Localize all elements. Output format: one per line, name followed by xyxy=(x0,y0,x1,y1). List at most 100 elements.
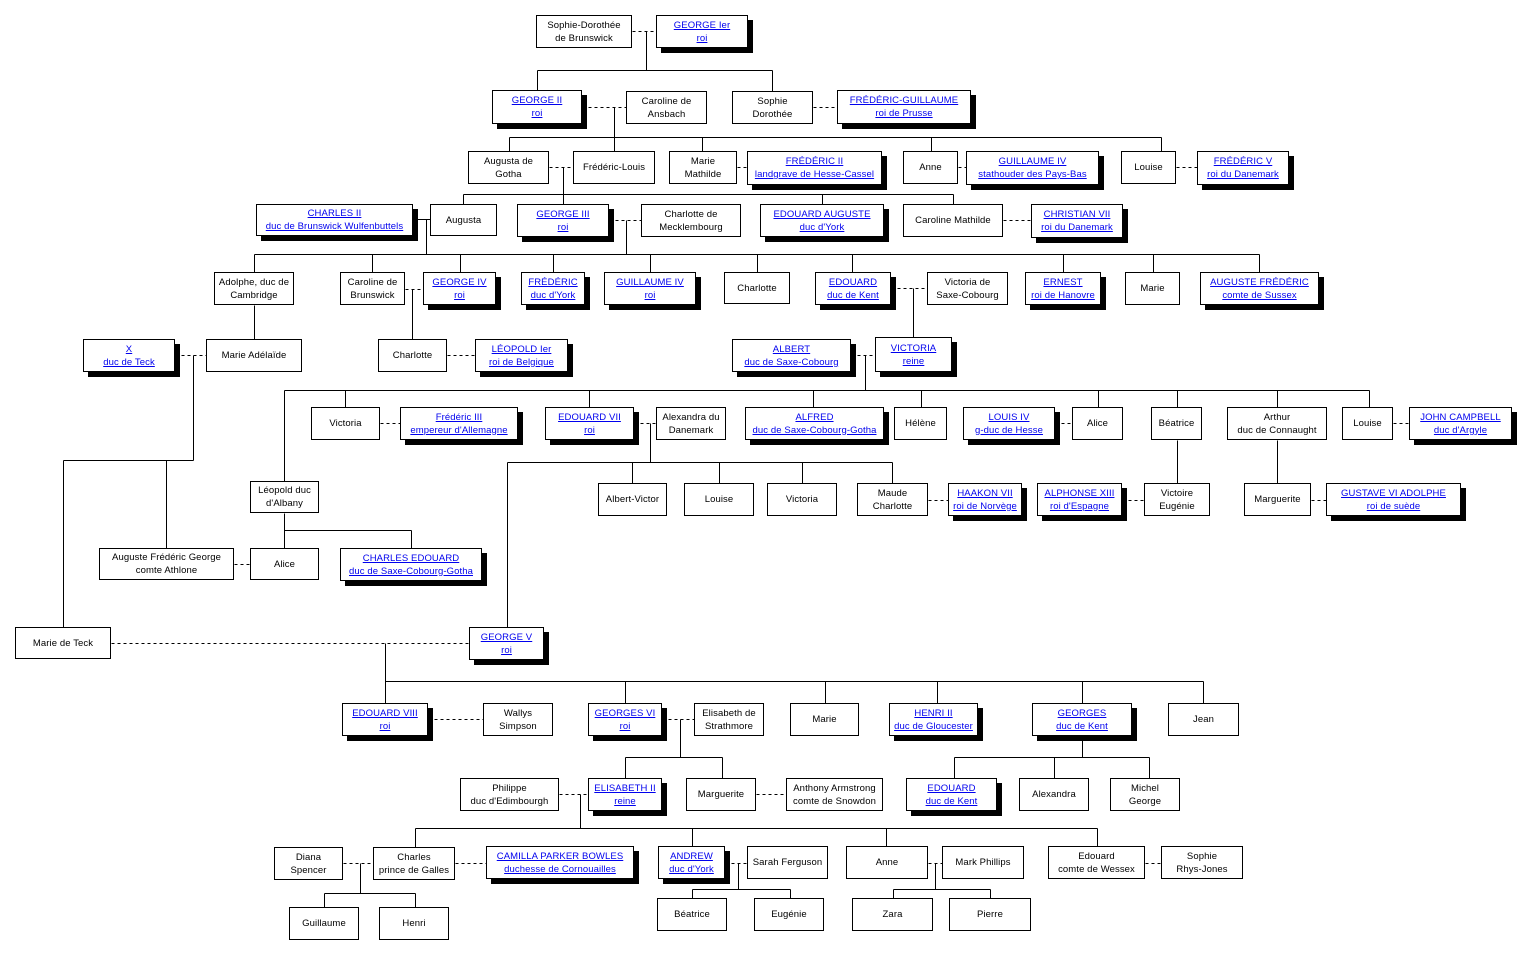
person-box-f5[interactable]: FRÉDÉRIC V roi du Danemark xyxy=(1197,151,1289,185)
person-title-link[interactable]: duc de Saxe-Cobourg xyxy=(744,356,839,368)
person-title-link[interactable]: duc de Teck xyxy=(103,356,155,368)
person-title-link[interactable]: roi xyxy=(644,289,656,301)
person-box-fy[interactable]: FRÉDÉRIC duc d'York xyxy=(521,272,585,305)
person-name-link[interactable]: HAAKON VII xyxy=(957,487,1013,499)
person-box-l4[interactable]: LOUIS IV g-duc de Hesse xyxy=(963,407,1055,440)
person-name-link[interactable]: GEORGE V xyxy=(480,631,533,643)
person-name-link[interactable]: ALPHONSE XIII xyxy=(1044,487,1115,499)
person-box-g3[interactable]: GEORGE III roi xyxy=(517,204,609,237)
person-title-link[interactable]: roi du Danemark xyxy=(1041,222,1113,233)
person-box-ekent[interactable]: EDOUARD duc de Kent xyxy=(906,778,997,811)
person-name-link[interactable]: EDOUARD AUGUSTE xyxy=(773,208,871,220)
person-name-link[interactable]: FRÉDÉRIC II xyxy=(785,156,844,167)
person-name-link[interactable]: LÉOPOLD Ier xyxy=(491,343,552,355)
person-name-link[interactable]: ALBERT xyxy=(772,343,811,355)
person-name-link[interactable]: ERNEST xyxy=(1043,276,1083,288)
person-name-link[interactable]: GEORGE III xyxy=(536,208,590,220)
person-title-link[interactable]: roi xyxy=(584,424,595,436)
person-box-h7[interactable]: HAAKON VII roi de Norvège xyxy=(948,483,1022,516)
person-box-vic[interactable]: VICTORIA reine xyxy=(875,337,952,372)
person-box-ek[interactable]: EDOUARD duc de Kent xyxy=(815,272,891,305)
person-name-link[interactable]: EDOUARD VII xyxy=(558,411,621,423)
person-title-link[interactable]: roi du Danemark xyxy=(1207,169,1279,180)
person-name-link[interactable]: ALFRED xyxy=(795,411,834,423)
person-box-g4b[interactable]: GUILLAUME IV roi xyxy=(604,272,696,305)
person-name-link[interactable]: EDOUARD VIII xyxy=(352,707,418,719)
person-title-link[interactable]: duchesse de Cornouailles xyxy=(504,863,616,875)
person-title-link[interactable]: duc de Kent xyxy=(1056,720,1108,732)
person-box-f3[interactable]: Frédéric III empereur d'Allemagne xyxy=(400,407,518,440)
person-title-link[interactable]: roi de Prusse xyxy=(875,108,933,119)
person-name-link[interactable]: GEORGES xyxy=(1057,707,1107,719)
person-title-link[interactable]: comte de Sussex xyxy=(1222,289,1297,301)
person-name-link[interactable]: CHARLES EDOUARD xyxy=(362,552,460,564)
person-title-link[interactable]: duc de Brunswick Wulfenbuttels xyxy=(265,221,404,232)
person-box-a13[interactable]: ALPHONSE XIII roi d'Espagne xyxy=(1037,483,1122,516)
person-title-link[interactable]: reine xyxy=(614,795,636,807)
person-name-link[interactable]: JOHN CAMPBELL xyxy=(1420,411,1501,423)
person-name-link[interactable]: FRÉDÉRIC V xyxy=(1213,156,1273,167)
person-box-leo[interactable]: LÉOPOLD Ier roi de Belgique xyxy=(475,339,568,372)
person-box-er[interactable]: ERNEST roi de Hanovre xyxy=(1025,272,1101,305)
person-title-link[interactable]: roi xyxy=(696,32,708,44)
person-title-link[interactable]: roi xyxy=(454,289,465,301)
person-title-link[interactable]: roi de Norvège xyxy=(953,500,1017,512)
person-box-g4o[interactable]: GUILLAUME IV stathouder des Pays-Bas xyxy=(966,151,1099,185)
person-title-link[interactable]: empereur d'Allemagne xyxy=(410,424,508,436)
person-box-e8[interactable]: EDOUARD VIII roi xyxy=(342,703,428,736)
person-box-g6[interactable]: GEORGES VI roi xyxy=(588,703,662,736)
person-name-link[interactable]: EDOUARD xyxy=(927,782,976,794)
person-name-link[interactable]: HENRI II xyxy=(914,707,953,719)
person-title-link[interactable]: duc d'York xyxy=(799,221,845,233)
person-title-link[interactable]: roi xyxy=(619,720,631,732)
person-box-gk[interactable]: GEORGES duc de Kent xyxy=(1032,703,1132,736)
person-name-link[interactable]: GEORGE II xyxy=(511,95,563,106)
person-box-ced[interactable]: CHARLES EDOUARD duc de Saxe-Cobourg-Gotha xyxy=(340,548,482,581)
person-title-link[interactable]: roi de suède xyxy=(1366,500,1421,512)
person-title-link[interactable]: duc d'York xyxy=(530,289,576,301)
person-name-link[interactable]: GEORGE IV xyxy=(432,276,487,288)
person-name-link[interactable]: VICTORIA xyxy=(890,342,937,354)
person-title-link[interactable]: duc d'York xyxy=(669,863,714,875)
person-title-link[interactable]: stathouder des Pays-Bas xyxy=(978,169,1087,180)
person-box-alf[interactable]: ALFRED duc de Saxe-Cobourg-Gotha xyxy=(745,407,884,440)
person-title-link[interactable]: duc de Kent xyxy=(925,795,978,807)
person-title-link[interactable]: duc de Gloucester xyxy=(894,720,973,732)
person-name-link[interactable]: ELISABETH II xyxy=(594,782,656,794)
person-title-link[interactable]: roi de Hanovre xyxy=(1031,289,1095,301)
person-box-g1[interactable]: GEORGE Ier roi xyxy=(656,15,748,48)
person-name-link[interactable]: CHRISTIAN VII xyxy=(1043,209,1111,220)
person-title-link[interactable]: roi xyxy=(379,720,391,732)
person-name-link[interactable]: GUSTAVE VI ADOLPHE xyxy=(1341,487,1446,499)
person-name-link[interactable]: CAMILLA PARKER BOWLES xyxy=(496,850,624,862)
person-box-c2[interactable]: CHARLES II duc de Brunswick Wulfenbuttels xyxy=(256,204,413,236)
person-box-e2[interactable]: ELISABETH II reine xyxy=(588,778,662,811)
person-box-alb[interactable]: ALBERT duc de Saxe-Cobourg xyxy=(732,339,851,372)
person-box-g2[interactable]: GEORGE II roi xyxy=(492,90,582,124)
person-box-afs[interactable]: AUGUSTE FRÉDÉRIC comte de Sussex xyxy=(1200,272,1319,305)
person-title-link[interactable]: duc d'Argyle xyxy=(1433,424,1488,436)
person-name-link[interactable]: EDOUARD xyxy=(828,276,878,288)
person-name-link[interactable]: AUGUSTE FRÉDÉRIC xyxy=(1210,276,1309,288)
person-title-link[interactable]: duc de Kent xyxy=(827,289,879,301)
person-box-f2[interactable]: FRÉDÉRIC II landgrave de Hesse-Cassel xyxy=(747,151,882,185)
person-box-cpb[interactable]: CAMILLA PARKER BOWLES duchesse de Cornoua… xyxy=(486,846,634,879)
person-name-link[interactable]: GEORGE Ier xyxy=(673,19,731,31)
person-title-link[interactable]: duc de Saxe-Cobourg-Gotha xyxy=(752,424,877,436)
person-name-link[interactable]: ANDREW xyxy=(670,850,713,862)
person-name-link[interactable]: FRÉDÉRIC-GUILLAUME xyxy=(849,95,959,106)
person-box-e7[interactable]: EDOUARD VII roi xyxy=(545,407,634,440)
person-name-link[interactable]: LOUIS IV xyxy=(988,411,1030,423)
person-box-g4[interactable]: GEORGE IV roi xyxy=(423,272,496,305)
person-name-link[interactable]: GUILLAUME IV xyxy=(998,156,1067,167)
person-box-c7[interactable]: CHRISTIAN VII roi du Danemark xyxy=(1031,204,1123,238)
person-box-ea[interactable]: EDOUARD AUGUSTE duc d'York xyxy=(760,204,884,237)
person-box-fg[interactable]: FRÉDÉRIC-GUILLAUME roi de Prusse xyxy=(837,90,971,124)
person-title-link[interactable]: roi d'Espagne xyxy=(1049,500,1110,512)
person-title-link[interactable]: reine xyxy=(902,355,925,367)
person-name-link[interactable]: X xyxy=(125,343,133,355)
person-title-link[interactable]: roi xyxy=(557,221,569,233)
person-name-link[interactable]: CHARLES II xyxy=(307,208,362,219)
person-name-link[interactable]: GUILLAUME IV xyxy=(616,276,684,288)
